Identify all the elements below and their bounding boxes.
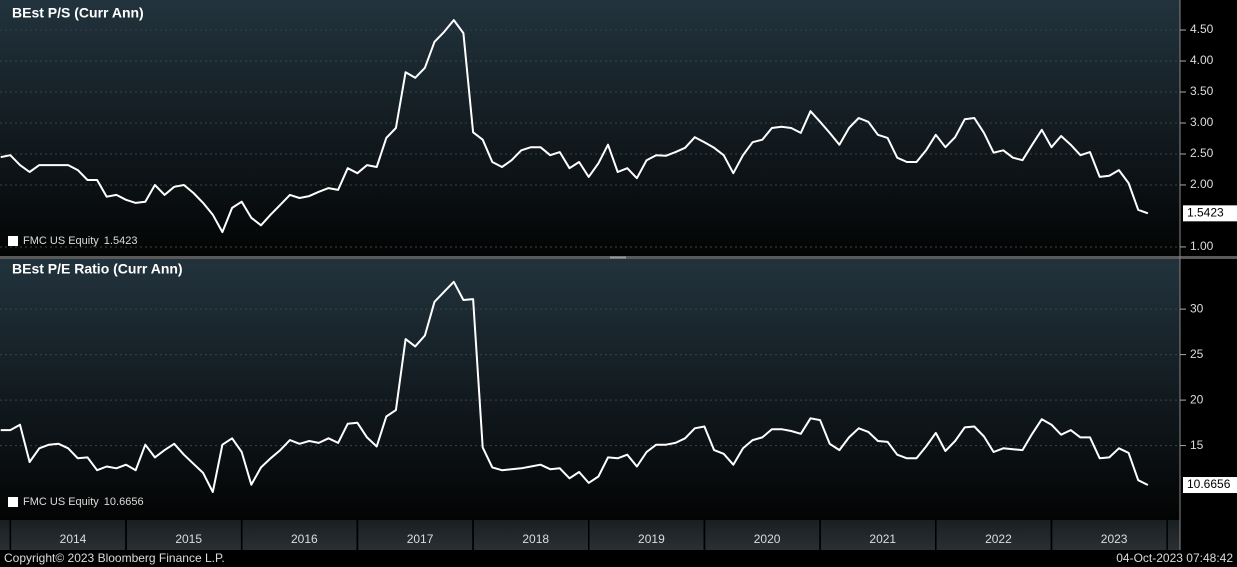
panel-background bbox=[0, 0, 1180, 256]
legend-name: FMC US Equity bbox=[23, 496, 99, 508]
y-tick-label: 2.50 bbox=[1190, 146, 1214, 160]
x-tick-label: 2015 bbox=[175, 532, 202, 546]
legend-value: 10.6656 bbox=[104, 496, 144, 508]
y-tick-label: 3.00 bbox=[1190, 115, 1214, 129]
footer-right: 04-Oct-2023 07:48:42 bbox=[1116, 551, 1233, 565]
x-tick-label: 2020 bbox=[754, 532, 781, 546]
y-tick-label: 3.50 bbox=[1190, 84, 1214, 98]
x-tick-label: 2014 bbox=[60, 532, 87, 546]
y-tick-label: 25 bbox=[1190, 347, 1204, 361]
x-tick-label: 2017 bbox=[407, 532, 434, 546]
divider-grip bbox=[610, 256, 626, 259]
x-tick-label: 2019 bbox=[638, 532, 665, 546]
series-line bbox=[0, 19, 1149, 234]
last-value-label: 10.6656 bbox=[1187, 477, 1231, 491]
legend-text: FMC US Equity 1.5423 bbox=[23, 235, 137, 247]
last-value-label: 1.5423 bbox=[1187, 206, 1224, 220]
y-tick-label: 30 bbox=[1190, 301, 1204, 315]
last-value-box bbox=[1183, 477, 1237, 494]
chart-title: BEst P/E Ratio (Curr Ann) bbox=[12, 261, 183, 277]
legend-text: FMC US Equity 10.6656 bbox=[23, 496, 144, 508]
y-tick-label: 15 bbox=[1190, 438, 1204, 452]
x-tick-label: 2018 bbox=[522, 532, 549, 546]
x-tick-label: 2016 bbox=[291, 532, 318, 546]
y-tick-label: 1.00 bbox=[1190, 239, 1214, 253]
legend-value: 1.5423 bbox=[104, 235, 138, 247]
y-tick-label: 4.50 bbox=[1190, 22, 1214, 36]
series-line bbox=[0, 280, 1149, 493]
y-tick-label: 2.00 bbox=[1190, 177, 1214, 191]
chart-title: BEst P/S (Curr Ann) bbox=[12, 5, 144, 21]
last-value-box bbox=[1183, 205, 1237, 222]
x-axis-band bbox=[0, 520, 1180, 550]
legend-swatch bbox=[8, 236, 18, 246]
footer-left: Copyright© 2023 Bloomberg Finance L.P. bbox=[4, 551, 225, 565]
panel-background bbox=[0, 259, 1180, 520]
x-tick-label: 2023 bbox=[1101, 532, 1128, 546]
legend-swatch bbox=[8, 497, 18, 507]
y-tick-label: 4.00 bbox=[1190, 53, 1214, 67]
y-tick-label: 20 bbox=[1190, 392, 1204, 406]
x-tick-label: 2021 bbox=[869, 532, 896, 546]
legend-name: FMC US Equity bbox=[23, 235, 99, 247]
x-tick-label: 2022 bbox=[985, 532, 1012, 546]
